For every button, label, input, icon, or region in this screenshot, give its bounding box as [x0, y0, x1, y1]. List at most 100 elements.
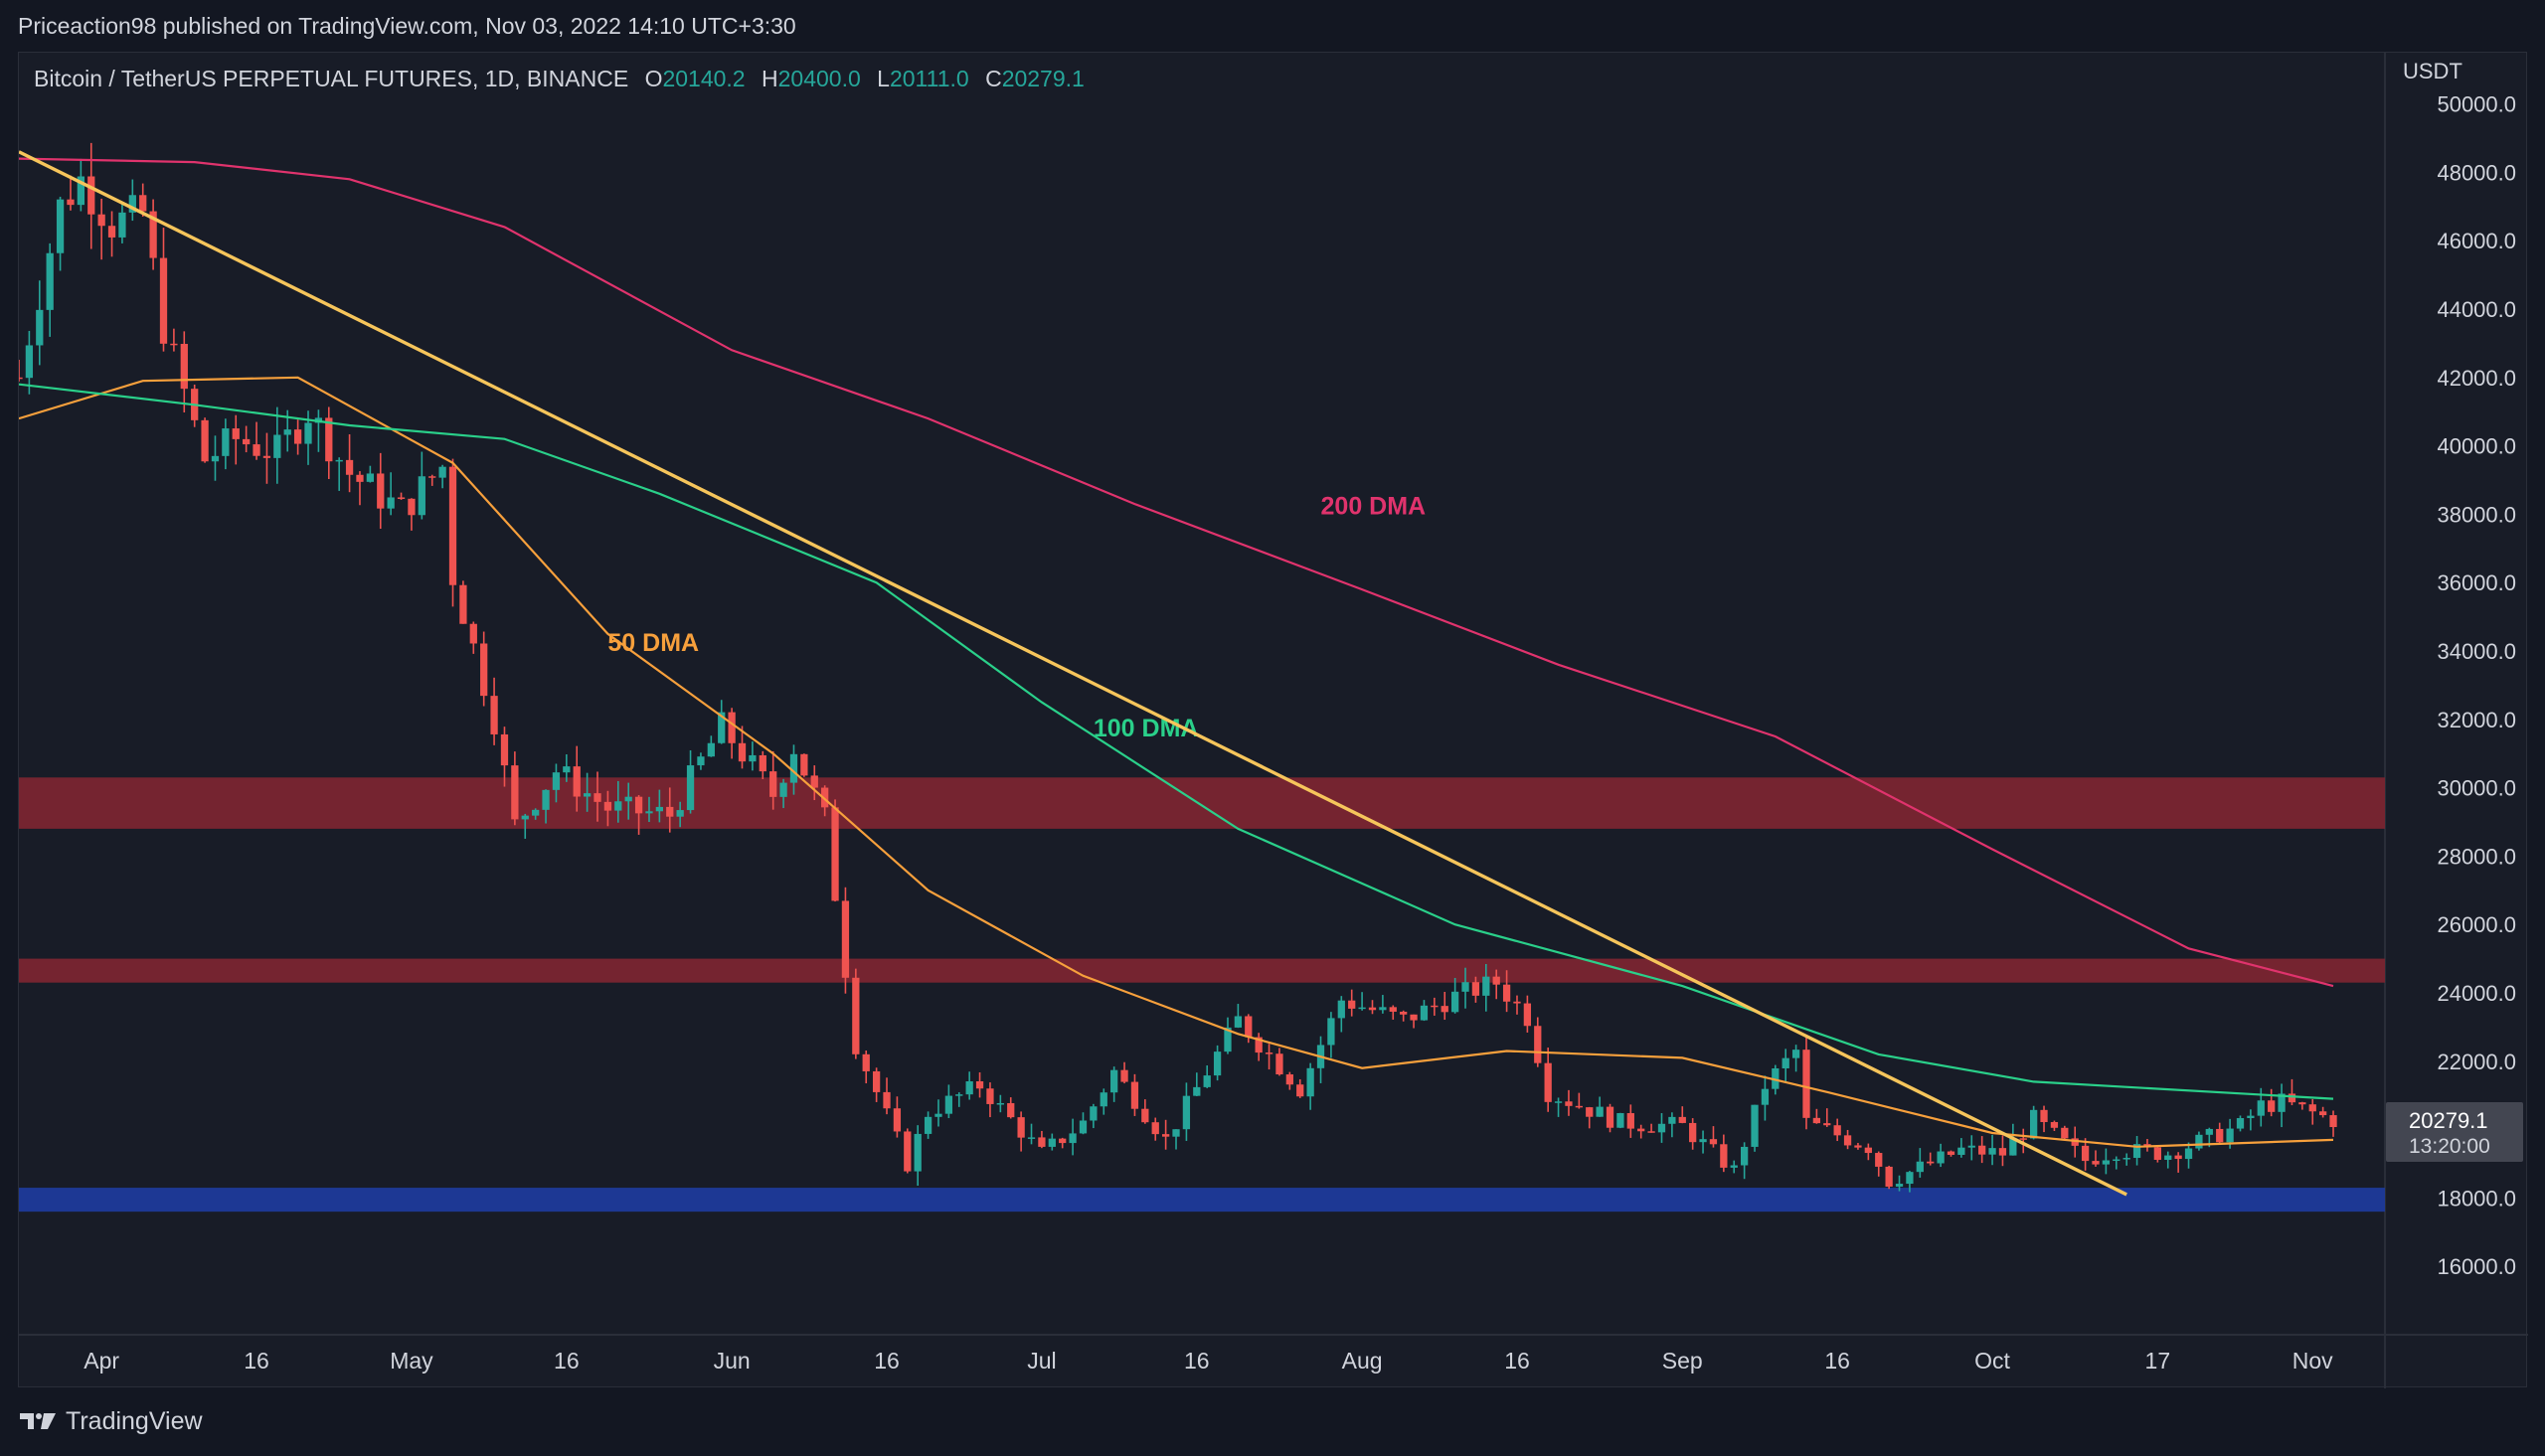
candle: [1875, 1151, 1883, 1177]
candle: [934, 1099, 942, 1127]
candle: [1100, 1088, 1107, 1115]
candle-body: [666, 806, 674, 817]
candle: [128, 179, 136, 222]
candle: [521, 813, 529, 839]
candle-body: [2030, 1109, 2038, 1139]
candle-body: [107, 226, 116, 238]
candle: [2061, 1125, 2069, 1141]
candle-body: [1090, 1106, 1098, 1121]
candle: [573, 745, 581, 812]
candle-body: [1947, 1151, 1955, 1155]
zone-resistance-30k: [19, 777, 2385, 829]
candle-body: [97, 214, 105, 227]
candle: [697, 752, 705, 770]
candle-body: [563, 766, 571, 773]
candle-body: [1348, 1000, 1356, 1009]
open-label: O: [644, 66, 663, 91]
candle-body: [1079, 1120, 1088, 1134]
candle-body: [1730, 1165, 1738, 1168]
candle-body: [1843, 1135, 1852, 1146]
candle: [1864, 1143, 1872, 1161]
candle: [624, 782, 632, 820]
candle-body: [387, 497, 395, 509]
candle-body: [1471, 982, 1480, 996]
candle-body: [1059, 1138, 1067, 1144]
y-axis-unit: USDT: [2403, 59, 2462, 83]
candle: [2030, 1105, 2038, 1140]
x-tick-label: 16: [1504, 1348, 1530, 1374]
candle: [253, 421, 260, 460]
candle-body: [304, 422, 312, 444]
candle-body: [283, 429, 291, 435]
candle-body: [1637, 1128, 1645, 1132]
candle-body: [1937, 1151, 1945, 1164]
candle-body: [1275, 1053, 1283, 1075]
candle: [377, 452, 385, 530]
candle: [1265, 1044, 1273, 1070]
candle-body: [1379, 1007, 1387, 1011]
candle: [77, 158, 85, 212]
candle-body: [1265, 1052, 1273, 1054]
candle: [1059, 1137, 1067, 1149]
candle-body: [1482, 976, 1490, 996]
candle-body: [180, 344, 188, 390]
candle-body: [1678, 1116, 1686, 1123]
candle-body: [1606, 1106, 1614, 1128]
candle-body: [532, 809, 540, 816]
candle: [645, 796, 653, 823]
candle-body: [1895, 1184, 1904, 1187]
candle-body: [1461, 982, 1469, 992]
y-tick-label: 36000.0: [2437, 570, 2516, 595]
candle: [97, 198, 105, 260]
candle: [1823, 1108, 1831, 1127]
candle-body: [500, 733, 509, 766]
candle-body: [779, 782, 787, 797]
candle-body: [996, 1102, 1004, 1105]
candle: [965, 1071, 973, 1100]
candle: [2268, 1088, 2276, 1117]
candle: [1947, 1150, 1955, 1157]
candle-body: [975, 1080, 984, 1089]
candle-body: [2329, 1115, 2337, 1128]
candle: [2050, 1120, 2059, 1131]
candle-body: [1172, 1129, 1180, 1137]
candle-body: [1554, 1101, 1563, 1103]
candle-body: [46, 252, 54, 310]
candle-body: [1151, 1122, 1159, 1135]
candle: [490, 677, 498, 745]
candle: [469, 621, 477, 654]
candle-body: [2050, 1122, 2059, 1128]
candle: [1193, 1072, 1201, 1096]
candle-body: [1668, 1116, 1676, 1124]
candle: [676, 801, 684, 828]
candle: [1316, 1036, 1325, 1083]
candle-body: [1575, 1105, 1583, 1108]
footer-brand[interactable]: TradingView: [18, 1391, 203, 1451]
candle-body: [118, 212, 126, 238]
candle: [1110, 1066, 1118, 1102]
candle-body: [1100, 1092, 1107, 1107]
candle: [852, 968, 860, 1059]
symbol-name[interactable]: Bitcoin / TetherUS PERPETUAL FUTURES, 1D…: [34, 66, 629, 91]
candle-body: [418, 476, 425, 516]
candle: [1461, 967, 1469, 1009]
candle: [149, 199, 157, 270]
candle: [2319, 1106, 2327, 1118]
candle-body: [366, 473, 374, 482]
candle-body: [2081, 1145, 2090, 1162]
candle-body: [2184, 1148, 2193, 1160]
candle-body: [2216, 1128, 2224, 1143]
candle: [1213, 1045, 1222, 1081]
candle-body: [603, 801, 612, 811]
candle: [1586, 1106, 1594, 1129]
ma-line-50-dma: [19, 376, 2334, 1148]
candle: [1544, 1048, 1552, 1112]
candle-body: [1740, 1146, 1749, 1166]
candle-body: [624, 796, 632, 802]
candle: [87, 142, 95, 249]
candle: [1906, 1171, 1914, 1193]
candle: [211, 435, 220, 481]
candle: [222, 418, 230, 470]
